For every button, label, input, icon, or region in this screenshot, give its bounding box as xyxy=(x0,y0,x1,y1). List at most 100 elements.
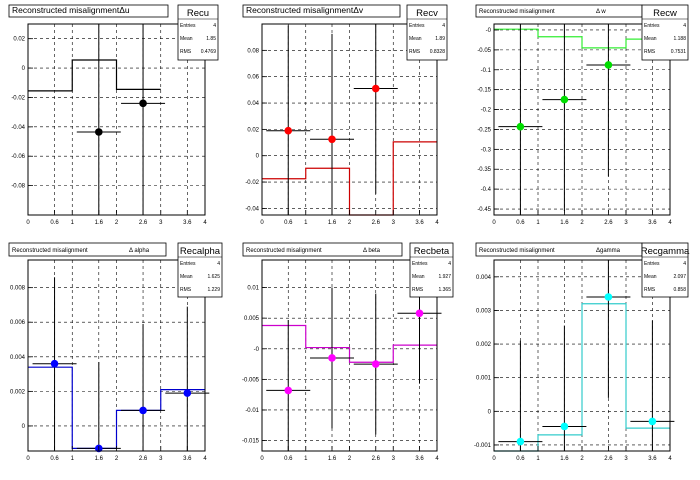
y-tick-label: -0.15 xyxy=(477,88,491,94)
stats-box xyxy=(641,4,689,61)
y-tick-label: 0.006 xyxy=(10,320,26,326)
data-point xyxy=(183,389,192,397)
panel-6: 0 0.6 1 1.6 2 2.6 3 3.6 4 0.004 0.003 0.002 0.001 0 -0… xyxy=(474,242,690,462)
data-point xyxy=(371,84,380,93)
x-tick-label: 0.6 xyxy=(284,456,293,462)
x-tick-label: 4 xyxy=(435,456,439,462)
stats-box xyxy=(406,4,448,61)
y-tick-label: 0.004 xyxy=(476,275,492,281)
data-point xyxy=(415,309,424,318)
histogram-line xyxy=(262,324,437,363)
title-box xyxy=(242,242,403,257)
stats-entries-value: 4 xyxy=(683,23,686,29)
stats-entries-label: Entries xyxy=(644,261,660,267)
x-tick-label: 1 xyxy=(304,456,308,462)
x-tick-label: 2.6 xyxy=(604,220,613,226)
x-tick-label: 0 xyxy=(492,220,496,226)
stats-name: Recgamma xyxy=(641,246,690,257)
stats-entries-value: 4 xyxy=(213,23,216,29)
y-tick-label: -0.3 xyxy=(481,147,492,153)
title-box xyxy=(8,4,169,18)
x-tick-label: 3.6 xyxy=(648,220,657,226)
y-tick-label: -0.02 xyxy=(11,95,25,101)
y-tick-label: -0.2 xyxy=(481,108,492,114)
x-tick-label: 0.6 xyxy=(516,456,525,462)
x-tick-label: 2.6 xyxy=(372,456,381,462)
x-tick-label: 0.6 xyxy=(284,220,293,226)
stats-mean-value: 1.188 xyxy=(673,36,686,42)
stats-rms-value: 0.858 xyxy=(673,287,686,293)
data-point xyxy=(516,122,525,131)
chart-title: Reconstructed misalignmentΔu xyxy=(12,5,130,15)
stats-entries-label: Entries xyxy=(409,23,425,29)
x-tick-label: 1 xyxy=(71,220,75,226)
stats-rms-label: RMS xyxy=(644,287,656,293)
stats-entries-value: 4 xyxy=(217,261,220,267)
chart-title: Reconstructed misalignment xyxy=(479,248,555,254)
y-tick-label: -0.04 xyxy=(11,125,25,131)
stats-name: Recw xyxy=(653,8,677,19)
y-tick-label: -0.05 xyxy=(477,48,491,54)
stats-mean-label: Mean xyxy=(180,274,193,280)
x-tick-label: 1 xyxy=(536,456,540,462)
stats-mean-value: 1.85 xyxy=(206,36,216,42)
x-tick-label: 2.6 xyxy=(372,220,381,226)
x-tick-label: 3.6 xyxy=(415,220,424,226)
title-box xyxy=(8,242,167,257)
y-tick-label: -0.4 xyxy=(481,187,492,193)
x-tick-label: 3.6 xyxy=(415,456,424,462)
y-tick-label: -0.25 xyxy=(477,127,491,133)
data-point xyxy=(516,437,525,446)
histogram-line xyxy=(28,59,161,92)
y-tick-label: 0 xyxy=(256,154,260,160)
data-point xyxy=(328,135,336,144)
x-tick-label: 1.6 xyxy=(95,220,104,226)
x-tick-label: 0 xyxy=(26,220,30,226)
y-tick-label: 0 xyxy=(22,66,26,72)
x-tick-label: 4 xyxy=(203,456,207,462)
x-tick-label: 3 xyxy=(392,456,396,462)
x-tick-label: 3 xyxy=(159,456,163,462)
stats-rms-label: RMS xyxy=(412,287,424,293)
chart-title-symbol: Δ alpha xyxy=(129,248,150,254)
x-tick-label: 3.6 xyxy=(183,220,192,226)
data-point xyxy=(95,128,103,136)
stats-box xyxy=(177,242,223,298)
y-tick-label: 0.04 xyxy=(247,101,259,107)
y-tick-label: 0 xyxy=(22,424,26,430)
y-tick-label: -0.1 xyxy=(481,68,492,74)
chart-title: Reconstructed misalignment xyxy=(246,248,322,254)
x-tick-label: 1 xyxy=(304,220,308,226)
y-tick-label: -0.35 xyxy=(477,167,491,173)
y-tick-label: -0.02 xyxy=(245,180,259,186)
y-tick-label: 0.001 xyxy=(476,376,492,382)
y-tick-label: 0.002 xyxy=(476,342,492,348)
y-tick-label: 0.02 xyxy=(13,37,25,43)
panel-1: 0 0.6 1 1.6 2 2.6 3 3.6 4 0.02 0 -0.02 -0.04 -0.06 -0.… xyxy=(8,4,219,226)
data-point xyxy=(328,354,336,362)
data-point xyxy=(284,386,293,395)
x-tick-label: 1.6 xyxy=(95,456,104,462)
y-tick-label: -0.04 xyxy=(245,206,259,212)
x-tick-label: 2 xyxy=(115,220,119,226)
stats-entries-value: 4 xyxy=(448,261,451,267)
data-point xyxy=(371,360,380,368)
x-tick-label: 1 xyxy=(71,456,75,462)
stats-entries-value: 4 xyxy=(442,23,445,29)
x-tick-label: 0.6 xyxy=(50,456,59,462)
chart-title-symbol: Δ w xyxy=(596,9,606,15)
chart-title-symbol: Δ beta xyxy=(363,248,381,254)
x-tick-label: 0 xyxy=(260,220,264,226)
x-tick-label: 0.6 xyxy=(50,220,59,226)
histogram-line xyxy=(262,141,437,216)
x-tick-label: 2.6 xyxy=(139,220,148,226)
x-tick-label: 4 xyxy=(668,220,672,226)
y-tick-label: -0.005 xyxy=(242,377,260,383)
stats-rms-value: 0.4769 xyxy=(201,49,217,55)
stats-mean-value: 2.097 xyxy=(673,274,686,280)
x-tick-label: 0 xyxy=(492,456,496,462)
y-tick-label: 0.01 xyxy=(247,286,259,292)
panel-4: 0 0.6 1 1.6 2 2.6 3 3.6 4 0.008 0.006 0.004 0.002 0 Re… xyxy=(8,242,223,462)
stats-mean-label: Mean xyxy=(644,274,657,280)
